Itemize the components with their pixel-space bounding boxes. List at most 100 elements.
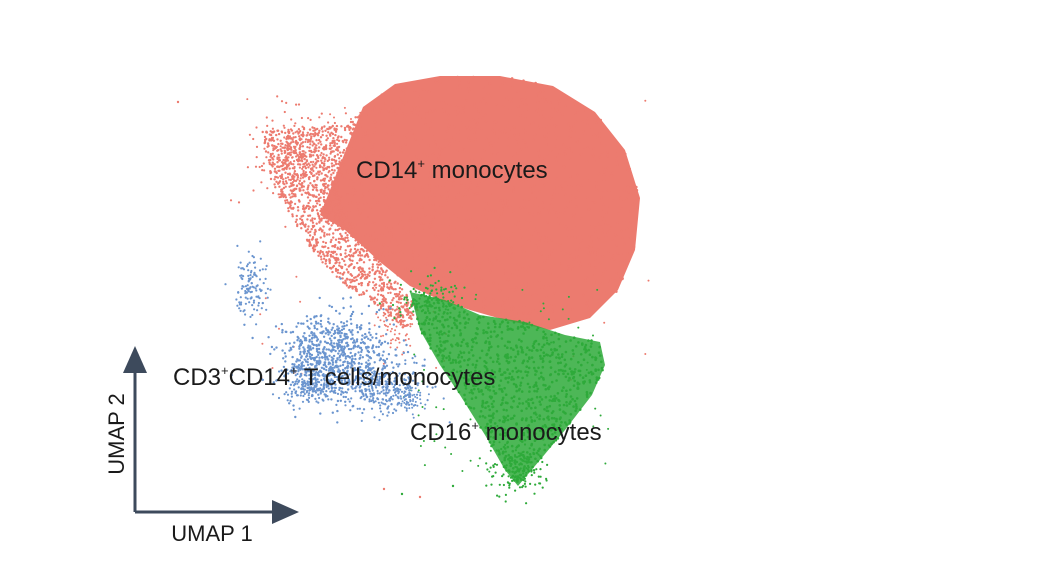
data-point [300, 355, 303, 358]
data-point [408, 82, 412, 85]
data-point [486, 426, 490, 429]
data-point [521, 402, 525, 405]
data-point [559, 223, 562, 227]
data-point [485, 78, 489, 81]
data-point [501, 82, 505, 86]
data-point [343, 224, 346, 228]
data-point [445, 202, 449, 206]
data-point [339, 253, 343, 257]
data-point [306, 146, 309, 149]
data-point [439, 244, 442, 247]
data-point [615, 290, 618, 293]
data-point [385, 197, 389, 200]
data-point [519, 384, 522, 387]
data-point [380, 335, 382, 338]
data-point [579, 264, 582, 268]
data-point [553, 417, 556, 420]
data-point [452, 306, 456, 310]
data-point [314, 199, 318, 203]
data-point [602, 168, 606, 171]
data-point [490, 429, 494, 433]
data-point [503, 458, 507, 462]
data-point [471, 338, 475, 341]
data-point [447, 355, 451, 358]
data-point [548, 173, 552, 177]
data-point [536, 416, 539, 419]
data-point [388, 377, 391, 381]
data-point [427, 339, 430, 343]
data-point [356, 345, 359, 348]
data-point [377, 260, 380, 264]
data-point [387, 143, 391, 147]
data-point [376, 253, 379, 257]
data-point [317, 214, 320, 218]
data-point [319, 236, 322, 239]
data-point [435, 79, 439, 82]
data-point [255, 145, 259, 148]
data-point [536, 387, 540, 391]
data-point [495, 409, 499, 413]
data-point [507, 453, 511, 457]
data-point [527, 239, 530, 243]
data-point [284, 330, 287, 333]
data-point [314, 162, 317, 165]
data-point [308, 164, 311, 167]
data-point [322, 211, 326, 214]
data-point [550, 203, 553, 207]
data-point [434, 315, 438, 319]
data-point [261, 342, 264, 345]
data-point [336, 358, 339, 361]
data-point [435, 344, 439, 348]
data-point [395, 318, 398, 321]
data-point [345, 341, 349, 344]
data-point [313, 129, 316, 132]
data-point [510, 100, 513, 104]
data-point [565, 423, 568, 426]
data-point [345, 125, 349, 128]
data-point [479, 239, 483, 242]
data-point [409, 325, 412, 328]
data-point [558, 185, 562, 189]
data-point [283, 136, 286, 139]
data-point [444, 293, 448, 296]
data-point [439, 211, 443, 214]
data-point [376, 191, 380, 195]
data-point [524, 270, 528, 273]
data-point [354, 244, 357, 247]
data-point [246, 166, 249, 169]
data-point [538, 447, 541, 451]
data-point [302, 350, 305, 353]
data-point [414, 89, 418, 92]
data-point [339, 359, 342, 362]
data-point [332, 354, 336, 358]
data-point [348, 228, 351, 232]
data-point [542, 437, 545, 441]
data-point [596, 296, 600, 300]
data-point [326, 137, 329, 140]
data-point [465, 125, 469, 129]
data-point [602, 219, 606, 223]
data-point [507, 137, 511, 140]
data-point [535, 110, 538, 113]
data-point [287, 207, 290, 210]
data-point [526, 429, 530, 433]
data-point [614, 233, 617, 237]
data-point [358, 117, 361, 120]
data-point [523, 281, 527, 285]
data-point [482, 331, 485, 335]
data-point [288, 178, 291, 181]
data-point [318, 116, 321, 119]
data-point [355, 167, 359, 170]
data-point [610, 257, 613, 261]
data-point [535, 348, 538, 352]
data-point [354, 235, 357, 239]
data-point [581, 343, 584, 346]
data-point [380, 234, 383, 238]
data-point [508, 462, 511, 465]
data-point [351, 286, 354, 290]
data-point [390, 327, 393, 330]
data-point [446, 195, 449, 198]
data-point [539, 371, 543, 375]
data-point [303, 332, 306, 335]
data-point [330, 350, 333, 353]
